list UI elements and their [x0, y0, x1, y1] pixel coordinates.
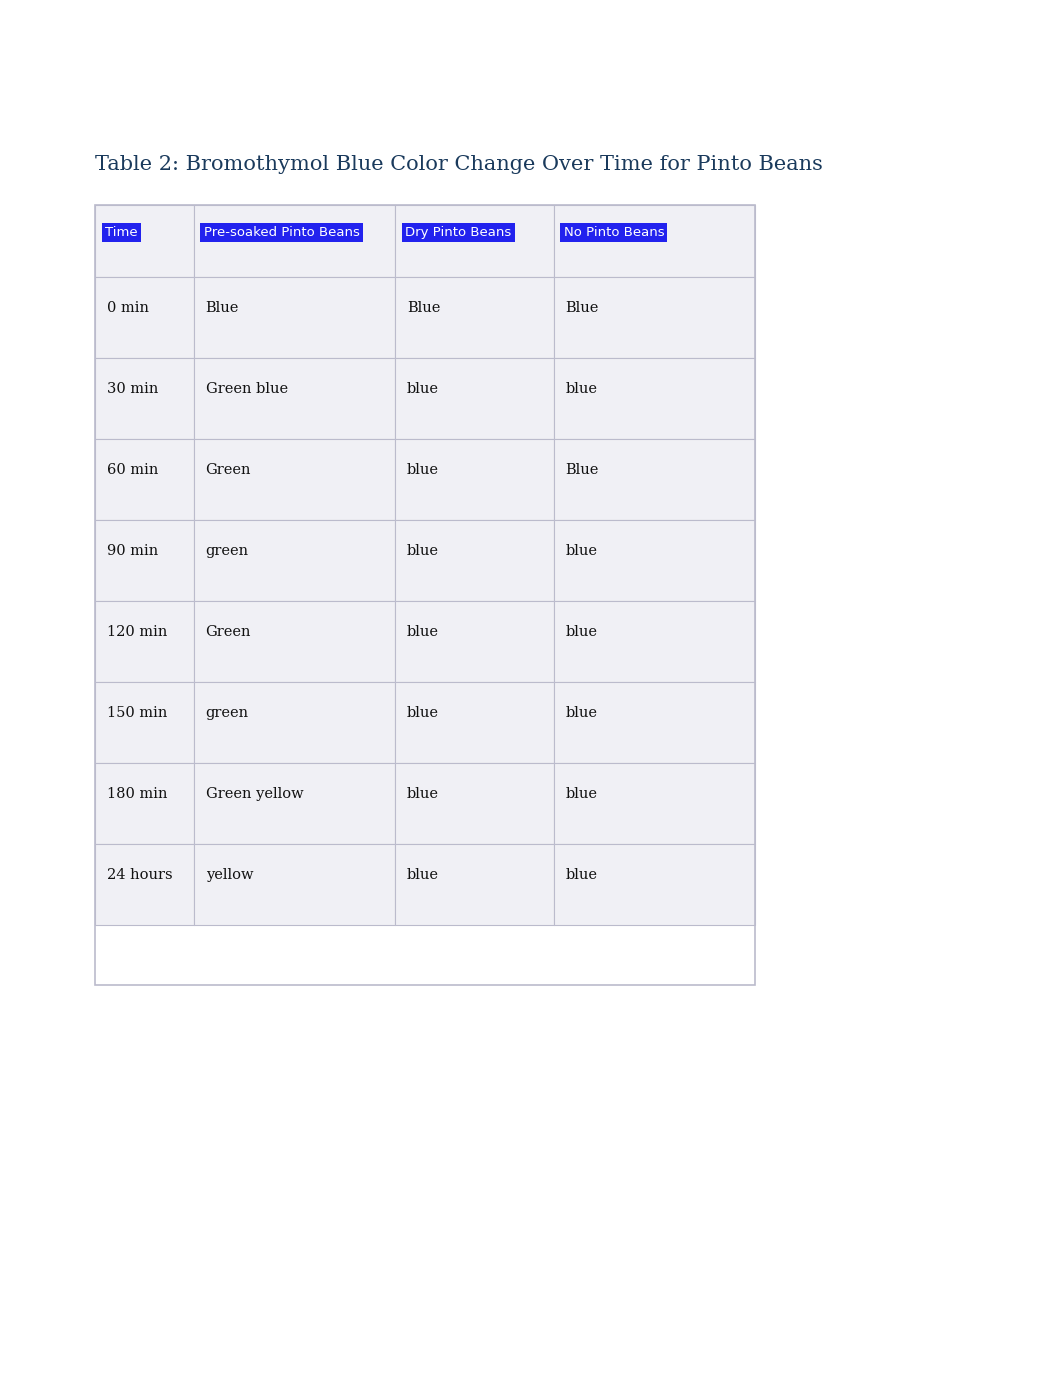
Text: 90 min: 90 min: [107, 544, 158, 558]
Text: Pre-soaked Pinto Beans: Pre-soaked Pinto Beans: [204, 226, 359, 238]
Text: blue: blue: [566, 786, 598, 801]
Bar: [553, 205, 755, 277]
Bar: [395, 277, 553, 358]
Text: Green yellow: Green yellow: [206, 786, 303, 801]
Text: No Pinto Beans: No Pinto Beans: [564, 226, 664, 238]
Bar: [95, 600, 193, 682]
Text: blue: blue: [566, 868, 598, 881]
Text: 180 min: 180 min: [107, 786, 168, 801]
Bar: [95, 682, 193, 763]
Text: Time: Time: [105, 226, 138, 238]
Bar: [193, 358, 395, 439]
Bar: [395, 358, 553, 439]
Bar: [95, 844, 193, 925]
Text: Blue: Blue: [407, 300, 441, 315]
Bar: [193, 521, 395, 600]
Text: blue: blue: [407, 625, 439, 639]
Bar: [553, 439, 755, 521]
Text: blue: blue: [566, 544, 598, 558]
Text: blue: blue: [407, 544, 439, 558]
Text: Dry Pinto Beans: Dry Pinto Beans: [405, 226, 511, 238]
Bar: [395, 205, 553, 277]
Text: blue: blue: [566, 381, 598, 395]
Text: Green: Green: [206, 463, 251, 476]
Bar: [553, 844, 755, 925]
Bar: [553, 277, 755, 358]
Bar: [553, 763, 755, 844]
Text: 120 min: 120 min: [107, 625, 168, 639]
Text: Table 2: Bromothymol Blue Color Change Over Time for Pinto Beans: Table 2: Bromothymol Blue Color Change O…: [95, 156, 823, 174]
Bar: [395, 600, 553, 682]
Text: green: green: [206, 706, 249, 720]
Bar: [193, 844, 395, 925]
Bar: [95, 763, 193, 844]
Bar: [193, 277, 395, 358]
Text: blue: blue: [407, 463, 439, 476]
Text: blue: blue: [407, 706, 439, 720]
Bar: [193, 205, 395, 277]
Text: blue: blue: [566, 625, 598, 639]
Bar: [395, 763, 553, 844]
Text: blue: blue: [407, 381, 439, 395]
Bar: [95, 521, 193, 600]
Bar: [553, 682, 755, 763]
Text: blue: blue: [566, 706, 598, 720]
Text: Green blue: Green blue: [206, 381, 288, 395]
Bar: [95, 277, 193, 358]
Bar: [95, 358, 193, 439]
Text: Green: Green: [206, 625, 251, 639]
Bar: [395, 521, 553, 600]
Bar: [193, 763, 395, 844]
Bar: [395, 844, 553, 925]
Bar: [95, 205, 193, 277]
Text: Blue: Blue: [566, 463, 599, 476]
Bar: [193, 600, 395, 682]
Text: blue: blue: [407, 786, 439, 801]
Bar: [95, 205, 755, 985]
Text: yellow: yellow: [206, 868, 253, 881]
Bar: [95, 439, 193, 521]
Bar: [193, 439, 395, 521]
Text: 150 min: 150 min: [107, 706, 168, 720]
Bar: [395, 682, 553, 763]
Text: Blue: Blue: [566, 300, 599, 315]
Bar: [193, 682, 395, 763]
Bar: [553, 358, 755, 439]
Text: green: green: [206, 544, 249, 558]
Text: 60 min: 60 min: [107, 463, 158, 476]
Text: 0 min: 0 min: [107, 300, 149, 315]
Text: 24 hours: 24 hours: [107, 868, 173, 881]
Text: Blue: Blue: [206, 300, 239, 315]
Bar: [553, 600, 755, 682]
Bar: [553, 521, 755, 600]
Text: blue: blue: [407, 868, 439, 881]
Bar: [395, 439, 553, 521]
Text: 30 min: 30 min: [107, 381, 158, 395]
